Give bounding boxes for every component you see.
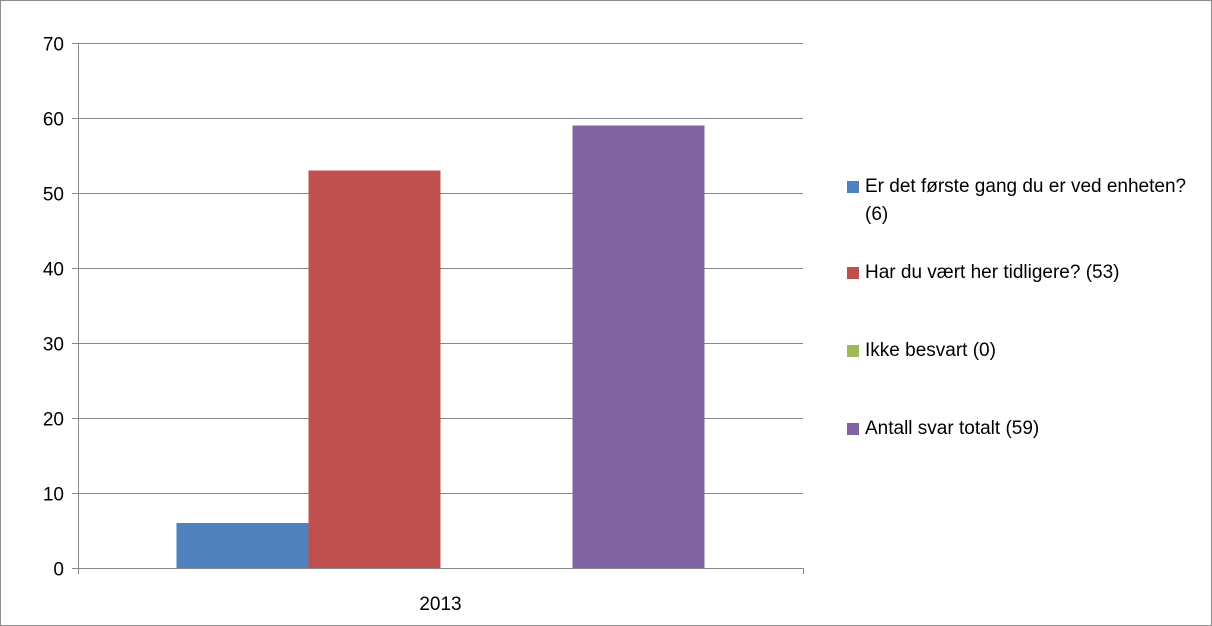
- bars: [176, 125, 705, 568]
- y-tick-label: 30: [43, 335, 64, 356]
- y-tick-label: 50: [43, 185, 64, 206]
- legend-swatch: [847, 267, 859, 279]
- legend-label: Ikke besvart (0): [865, 340, 996, 361]
- tick-labels: 0 10 20 30 40 50 60 70 2013: [43, 35, 462, 616]
- y-tick-label: 40: [43, 260, 64, 281]
- legend-swatch: [847, 345, 859, 357]
- y-tick-label: 70: [43, 35, 64, 56]
- bar-series-0: [176, 523, 309, 568]
- legend-item-first-time: Er det første gang du er ved enheten? (6…: [847, 173, 1195, 229]
- bar-series-1: [308, 170, 441, 568]
- y-tick-label: 0: [53, 560, 64, 581]
- y-tick-label: 60: [43, 110, 64, 131]
- legend-item-not-answered: Ikke besvart (0): [847, 337, 1195, 365]
- legend-item-total: Antall svar totalt (59): [847, 415, 1195, 443]
- x-tick-label: 2013: [419, 594, 461, 615]
- legend-swatch: [847, 181, 859, 193]
- y-tick-label: 10: [43, 485, 64, 506]
- y-tick-label: 20: [43, 410, 64, 431]
- bar-series-3: [572, 125, 705, 568]
- legend-label: Er det første gang du er ved enheten? (6…: [865, 176, 1187, 225]
- legend-swatch: [847, 423, 859, 435]
- axes: [72, 43, 804, 574]
- legend-label: Antall svar totalt (59): [865, 418, 1040, 439]
- legend-label: Har du vært her tidligere? (53): [865, 262, 1120, 283]
- legend-item-been-before: Har du vært her tidligere? (53): [847, 259, 1195, 287]
